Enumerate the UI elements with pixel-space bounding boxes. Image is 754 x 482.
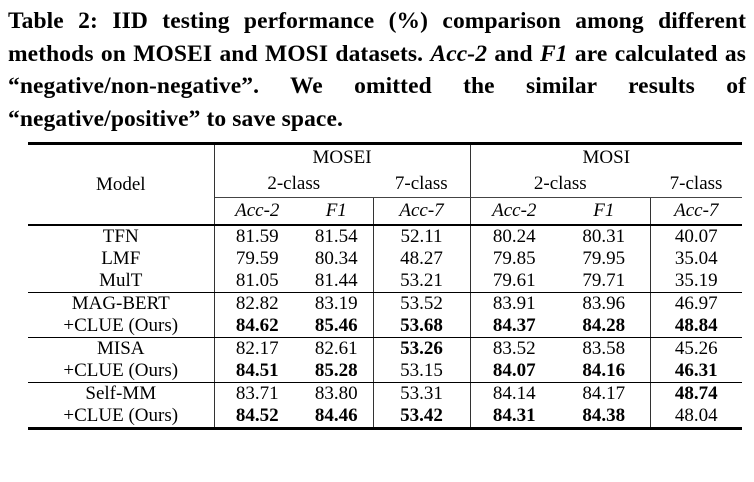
header-metric-acc7-mosei: Acc-7	[373, 197, 471, 226]
header-model: Model	[28, 143, 215, 226]
header-row-datasets: Model MOSEI MOSI	[28, 143, 742, 226]
model-cell: LMF	[28, 248, 215, 270]
table-cell: 84.51	[214, 360, 300, 383]
table-cell: 81.59	[235, 226, 279, 247]
table-cell: 35.19	[650, 270, 743, 293]
caption-text-1: Table 2: IID testing performance (%) com…	[8, 8, 746, 67]
header-metric-f1-mosei: F1	[300, 197, 374, 226]
table-row-lmf: LMF 79.59 80.34 48.27 79.85 79.95 35.04	[28, 248, 742, 270]
table-cell: 83.80	[300, 382, 374, 405]
table-cell: 83.19	[300, 292, 374, 315]
table-cell: 46.97	[674, 293, 718, 314]
table-cell: 79.85	[492, 248, 536, 269]
table-cell: 85.46	[300, 315, 374, 338]
header-metric-acc2-mosi: Acc-2	[470, 197, 559, 226]
header-metric-acc7-mosi: Acc-7	[650, 197, 743, 226]
caption-text-2: and	[487, 40, 540, 67]
table-row-mag-bert: MAG-BERT 82.82 83.19 53.52 83.91 83.96 4…	[28, 292, 742, 315]
model-cell: TFN	[28, 225, 215, 248]
table-cell: 84.46	[300, 405, 374, 429]
table-row-misa: MISA 82.17 82.61 53.26 83.52 83.58 45.26	[28, 337, 742, 360]
table-cell: 46.31	[650, 360, 743, 383]
caption-text-3: are calculated as “negative/non-negative…	[8, 40, 747, 132]
table-cell: 84.07	[470, 360, 559, 383]
table-cell: 53.26	[373, 337, 471, 360]
table-cell: 79.59	[235, 248, 279, 269]
header-mosei-2class: 2-class	[214, 171, 373, 198]
header-row-metrics: Acc-2 F1 Acc-7 Acc-2 F1 Acc-7	[28, 197, 743, 226]
table-cell: 83.71	[235, 383, 279, 404]
table-cell: 53.42	[373, 405, 471, 429]
table-row-self-mm: Self-MM 83.71 83.80 53.31 84.14 84.17 48…	[28, 382, 742, 405]
header-mosei-7class: 7-class	[373, 171, 471, 198]
table-body: TFN 81.59 81.54 52.11 80.24 80.31 40.07 …	[28, 225, 743, 429]
model-cell: MulT	[28, 270, 215, 293]
table-cell: 82.17	[235, 338, 279, 359]
model-cell: +CLUE (Ours)	[28, 360, 215, 383]
model-cell: +CLUE (Ours)	[28, 405, 215, 429]
table-row-clue-misa: +CLUE (Ours) 84.51 85.28 53.15 84.07 84.…	[28, 360, 743, 383]
table-cell: 83.58	[558, 337, 651, 360]
table-cell: 79.71	[558, 270, 651, 293]
header-metric-acc2-mosei: Acc-2	[214, 197, 300, 226]
header-group-mosei: MOSEI	[214, 143, 471, 171]
table-cell: 84.38	[558, 405, 651, 429]
header-mosi-2class: 2-class	[470, 171, 651, 198]
table-cell: 84.14	[492, 383, 536, 404]
table-cell: 48.74	[674, 383, 718, 404]
table-cell: 79.61	[470, 270, 559, 293]
table-cell: 80.31	[558, 225, 651, 248]
table-cell: 84.52	[235, 405, 279, 426]
table-cell: 53.68	[373, 315, 471, 338]
caption-f1-italic: F1	[539, 40, 568, 67]
table-cell: 84.62	[214, 315, 300, 338]
table-cell: 35.04	[674, 248, 718, 269]
model-cell: MAG-BERT	[28, 292, 215, 315]
model-cell: MISA	[28, 337, 215, 360]
header-row-classes: 2-class 7-class 2-class 7-class	[28, 171, 743, 198]
table-cell: 81.05	[214, 270, 300, 293]
header-metric-f1-mosi: F1	[558, 197, 651, 226]
table-cell: 84.37	[470, 315, 559, 338]
table-cell: 48.27	[373, 248, 471, 270]
table-row-clue-selfmm: +CLUE (Ours) 84.52 84.46 53.42 84.31 84.…	[28, 405, 742, 429]
table-cell: 82.61	[300, 337, 374, 360]
table-row-clue-magbert: +CLUE (Ours) 84.62 85.46 53.68 84.37 84.…	[28, 315, 743, 338]
table-cell: 84.28	[558, 315, 651, 338]
results-table: Model MOSEI MOSI 2-class 7-class 2-class…	[28, 142, 743, 430]
table-cell: 80.24	[492, 226, 536, 247]
table-caption: Table 2: IID testing performance (%) com…	[8, 5, 746, 135]
model-cell: Self-MM	[28, 382, 215, 405]
header-group-mosi: MOSI	[582, 147, 631, 168]
table-cell: 53.31	[373, 382, 471, 405]
table-cell: 84.16	[558, 360, 651, 383]
table-row-tfn: TFN 81.59 81.54 52.11 80.24 80.31 40.07	[28, 225, 742, 248]
table-cell: 84.31	[492, 405, 536, 426]
table-cell: 81.54	[300, 225, 374, 248]
table-header: Model MOSEI MOSI 2-class 7-class 2-class…	[28, 143, 743, 226]
table-cell: 79.95	[558, 248, 651, 270]
table-cell: 52.11	[373, 225, 471, 248]
caption-acc2-italic: Acc-2	[430, 40, 488, 67]
table-cell: 85.28	[300, 360, 374, 383]
table-cell: 53.52	[373, 292, 471, 315]
table-cell: 80.34	[300, 248, 374, 270]
table-cell: 48.84	[650, 315, 743, 338]
table-cell: 83.91	[492, 293, 536, 314]
table-cell: 82.82	[235, 293, 279, 314]
header-mosi-7class: 7-class	[650, 171, 743, 198]
table-cell: 45.26	[674, 338, 718, 359]
table-cell: 53.15	[373, 360, 471, 383]
table-row-mult: MulT 81.05 81.44 53.21 79.61 79.71 35.19	[28, 270, 743, 293]
table-cell: 81.44	[300, 270, 374, 293]
table-cell: 84.17	[558, 382, 651, 405]
table-cell: 53.21	[373, 270, 471, 293]
table-cell: 40.07	[674, 226, 718, 247]
table-cell: 83.52	[492, 338, 536, 359]
model-cell: +CLUE (Ours)	[28, 315, 215, 338]
table-cell: 83.96	[558, 292, 651, 315]
table-cell: 48.04	[674, 405, 718, 426]
